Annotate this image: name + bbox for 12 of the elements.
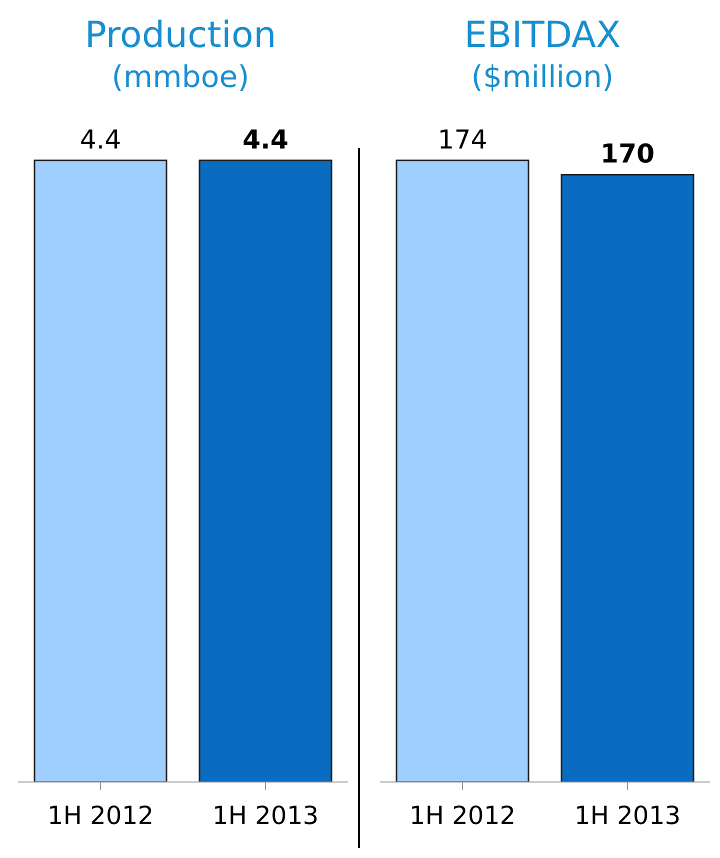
chart-title: Production [84, 14, 278, 58]
x-tick-label: 1H 2012 [409, 800, 516, 830]
data-label: 4.4 [80, 125, 122, 156]
chart-title: EBITDAX [463, 14, 622, 58]
chart-subtitle: (mmboe) [110, 59, 250, 97]
x-tick-label: 1H 2013 [574, 800, 681, 830]
chart-subtitle: ($million) [470, 59, 615, 97]
data-label: 174 [438, 125, 488, 156]
data-label: 4.4 [242, 125, 289, 156]
x-tick-label: 1H 2013 [212, 800, 319, 830]
x-tick-label: 1H 2012 [47, 800, 154, 830]
data-label: 170 [600, 140, 655, 170]
